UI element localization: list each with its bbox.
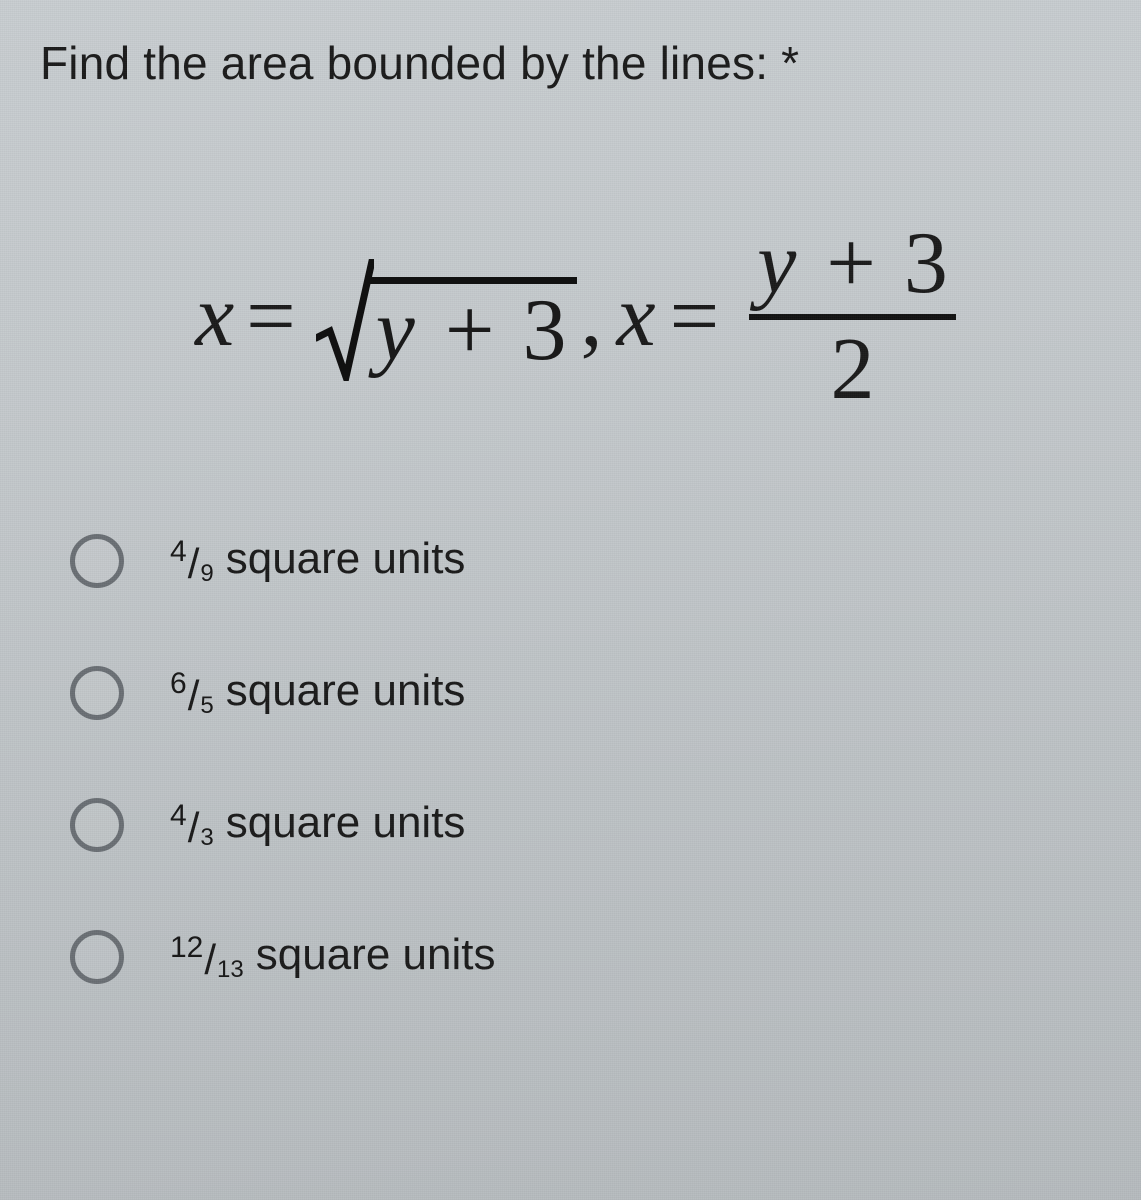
slash-icon: / bbox=[188, 540, 200, 588]
options-group: 4 / 9 square units 6 / 5 square units 4 … bbox=[70, 534, 1111, 984]
option-unit: square units bbox=[226, 666, 466, 716]
radicand: y + 3 bbox=[374, 287, 573, 375]
option-numerator: 4 bbox=[170, 799, 187, 833]
option-label: 4 / 9 square units bbox=[170, 534, 465, 588]
question-text: Find the area bounded by the lines: * bbox=[40, 36, 1111, 90]
option-numerator: 4 bbox=[170, 535, 187, 569]
option-row[interactable]: 4 / 9 square units bbox=[70, 534, 1111, 588]
option-unit: square units bbox=[256, 930, 496, 980]
frac-top-num: 3 bbox=[904, 215, 948, 312]
eq-equals-2: = bbox=[670, 273, 720, 361]
option-denominator: 9 bbox=[200, 560, 213, 588]
option-denominator: 13 bbox=[217, 956, 244, 984]
frac-top-op: + bbox=[826, 215, 876, 312]
option-fraction: 6 / 5 bbox=[170, 672, 214, 720]
radicand-wrap: y + 3 bbox=[374, 277, 573, 375]
option-label: 12 / 13 square units bbox=[170, 930, 495, 984]
eq-equals-1: = bbox=[246, 273, 296, 361]
fraction-numerator: y + 3 bbox=[749, 220, 956, 308]
radio-button[interactable] bbox=[70, 798, 124, 852]
eq-comma: , bbox=[581, 273, 603, 361]
radio-button[interactable] bbox=[70, 666, 124, 720]
eq-lhs2-var: x bbox=[617, 273, 656, 361]
option-fraction: 4 / 3 bbox=[170, 804, 214, 852]
option-numerator: 12 bbox=[170, 931, 203, 965]
fraction: y + 3 2 bbox=[749, 220, 956, 414]
fraction-bar bbox=[749, 314, 956, 320]
sqrt-overline bbox=[370, 277, 577, 284]
eq-lhs1-var: x bbox=[195, 273, 234, 361]
slash-icon: / bbox=[188, 804, 200, 852]
radical-icon bbox=[316, 259, 374, 381]
option-fraction: 4 / 9 bbox=[170, 540, 214, 588]
radio-button[interactable] bbox=[70, 930, 124, 984]
sqrt-expression: y + 3 bbox=[316, 259, 573, 375]
slash-icon: / bbox=[204, 936, 216, 984]
slash-icon: / bbox=[188, 672, 200, 720]
option-numerator: 6 bbox=[170, 667, 187, 701]
option-denominator: 5 bbox=[200, 692, 213, 720]
radicand-op: + bbox=[445, 282, 495, 379]
option-denominator: 3 bbox=[200, 824, 213, 852]
option-label: 6 / 5 square units bbox=[170, 666, 465, 720]
option-row[interactable]: 4 / 3 square units bbox=[70, 798, 1111, 852]
fraction-denominator: 2 bbox=[823, 326, 883, 414]
option-row[interactable]: 12 / 13 square units bbox=[70, 930, 1111, 984]
frac-top-var: y bbox=[757, 215, 796, 312]
option-label: 4 / 3 square units bbox=[170, 798, 465, 852]
radicand-var: y bbox=[376, 282, 415, 379]
option-unit: square units bbox=[226, 798, 466, 848]
equation-display: x = y + 3 , x = y + 3 2 bbox=[40, 220, 1111, 414]
radio-button[interactable] bbox=[70, 534, 124, 588]
option-unit: square units bbox=[226, 534, 466, 584]
option-row[interactable]: 6 / 5 square units bbox=[70, 666, 1111, 720]
option-fraction: 12 / 13 bbox=[170, 936, 244, 984]
radicand-num: 3 bbox=[523, 282, 567, 379]
